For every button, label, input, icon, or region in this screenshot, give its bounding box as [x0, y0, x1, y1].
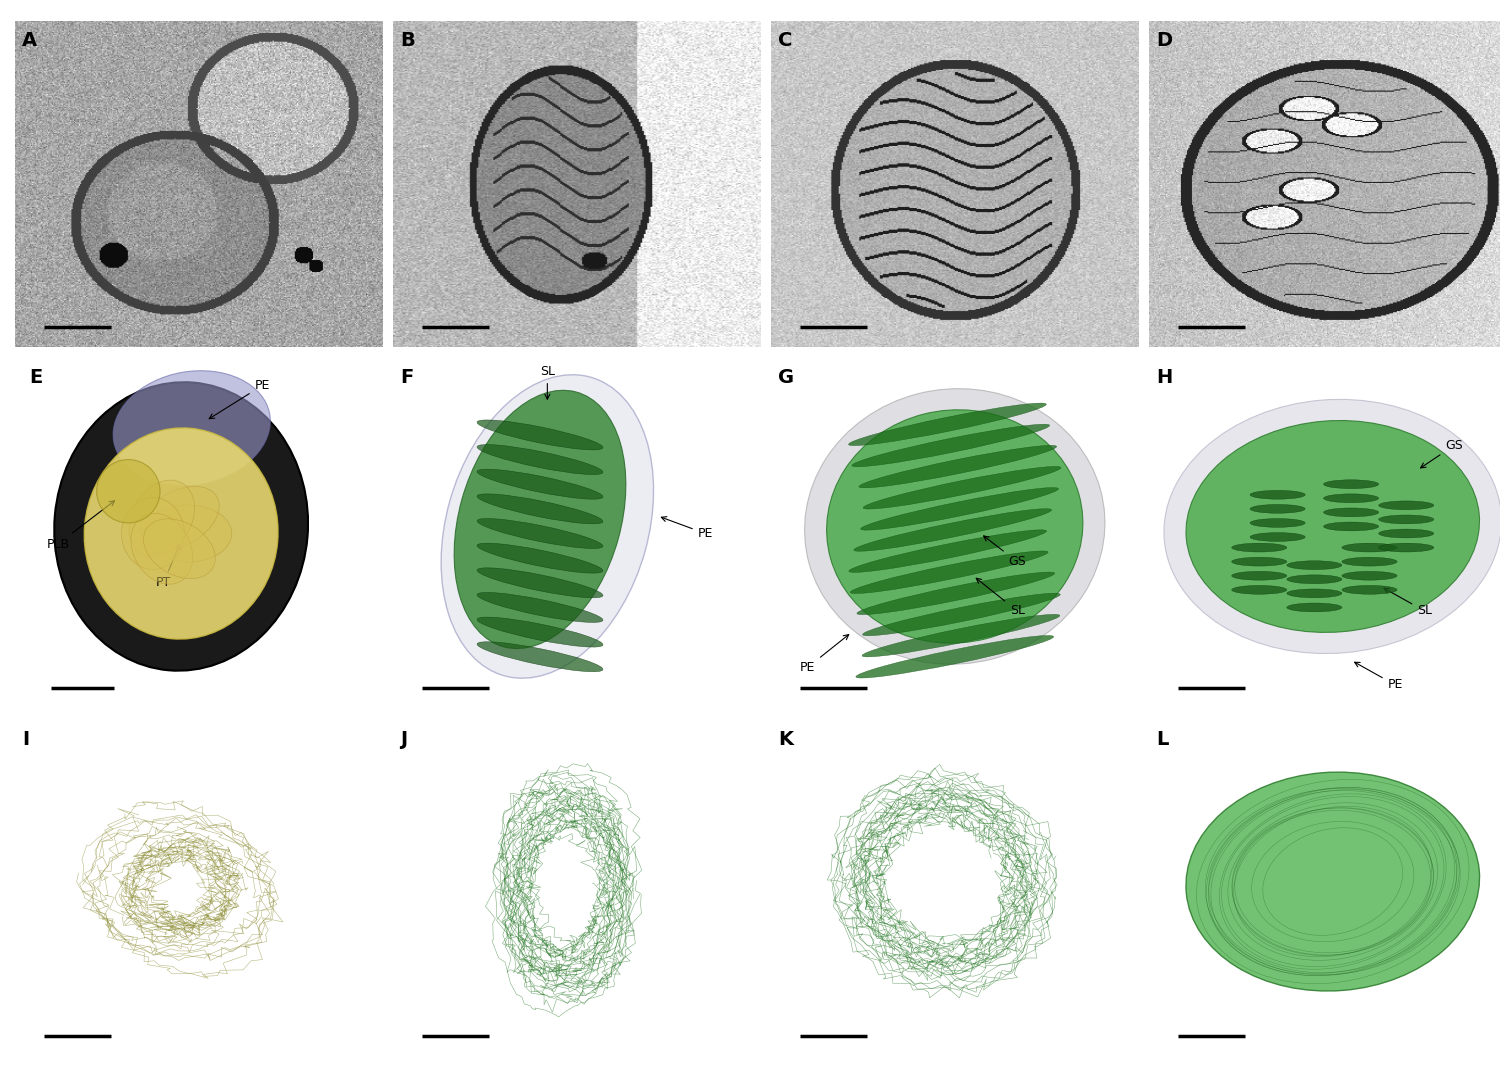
Ellipse shape: [1250, 491, 1305, 499]
Ellipse shape: [1186, 420, 1479, 633]
Ellipse shape: [849, 530, 1047, 572]
Ellipse shape: [853, 509, 1052, 552]
Text: PLB: PLB: [46, 500, 114, 551]
Ellipse shape: [862, 615, 1060, 657]
Ellipse shape: [96, 460, 160, 523]
Ellipse shape: [1287, 603, 1342, 611]
Ellipse shape: [112, 370, 270, 485]
Ellipse shape: [861, 488, 1059, 530]
Ellipse shape: [1232, 571, 1287, 580]
Ellipse shape: [477, 445, 603, 475]
Ellipse shape: [122, 497, 184, 570]
Ellipse shape: [862, 466, 1060, 509]
Ellipse shape: [1287, 561, 1342, 570]
Ellipse shape: [454, 391, 626, 649]
Ellipse shape: [441, 375, 654, 679]
Text: J: J: [400, 730, 408, 749]
Text: PE: PE: [662, 516, 712, 540]
Ellipse shape: [1232, 586, 1287, 594]
Ellipse shape: [477, 641, 603, 672]
Ellipse shape: [477, 519, 603, 548]
Text: GS: GS: [984, 536, 1026, 568]
Ellipse shape: [1232, 557, 1287, 567]
Ellipse shape: [804, 388, 1106, 665]
Ellipse shape: [1323, 522, 1378, 531]
Text: PE: PE: [1354, 663, 1402, 691]
Ellipse shape: [1323, 480, 1378, 489]
Ellipse shape: [827, 410, 1083, 643]
Text: PE: PE: [800, 635, 849, 673]
Text: D: D: [1156, 31, 1173, 50]
Ellipse shape: [850, 551, 1048, 593]
Ellipse shape: [477, 494, 603, 524]
Ellipse shape: [477, 469, 603, 499]
Ellipse shape: [477, 617, 603, 647]
Text: C: C: [778, 31, 792, 50]
Text: E: E: [30, 368, 44, 387]
Text: F: F: [400, 368, 414, 387]
Ellipse shape: [140, 487, 219, 551]
Ellipse shape: [856, 636, 1053, 678]
Ellipse shape: [84, 428, 278, 639]
Text: L: L: [1156, 730, 1168, 749]
Ellipse shape: [1287, 589, 1342, 598]
Text: PE: PE: [209, 379, 270, 418]
Text: SL: SL: [540, 365, 555, 399]
Ellipse shape: [144, 505, 232, 562]
Ellipse shape: [1287, 575, 1342, 584]
Ellipse shape: [862, 593, 1060, 636]
Ellipse shape: [1378, 543, 1434, 552]
Ellipse shape: [477, 420, 603, 450]
Ellipse shape: [1378, 500, 1434, 510]
Ellipse shape: [1342, 543, 1396, 552]
Ellipse shape: [1250, 519, 1305, 527]
Ellipse shape: [856, 572, 1054, 615]
Ellipse shape: [852, 425, 1050, 466]
Ellipse shape: [54, 382, 307, 671]
Ellipse shape: [859, 445, 1056, 488]
Ellipse shape: [477, 568, 603, 598]
Ellipse shape: [1164, 399, 1500, 653]
Ellipse shape: [1250, 505, 1305, 513]
Ellipse shape: [1378, 529, 1434, 538]
Text: G: G: [778, 368, 795, 387]
Text: PT: PT: [156, 544, 180, 589]
Text: A: A: [22, 31, 38, 50]
Text: B: B: [400, 31, 416, 50]
Ellipse shape: [1342, 586, 1396, 594]
Ellipse shape: [1342, 571, 1396, 580]
Text: GS: GS: [1420, 439, 1462, 468]
Ellipse shape: [1323, 508, 1378, 516]
Text: H: H: [1156, 368, 1173, 387]
Ellipse shape: [1323, 494, 1378, 503]
Ellipse shape: [1250, 532, 1305, 541]
Ellipse shape: [129, 480, 195, 556]
Text: K: K: [778, 730, 794, 749]
Ellipse shape: [1378, 515, 1434, 524]
Ellipse shape: [477, 592, 603, 622]
Ellipse shape: [130, 513, 192, 585]
Ellipse shape: [1232, 543, 1287, 552]
Ellipse shape: [144, 519, 216, 578]
Ellipse shape: [477, 543, 603, 573]
Ellipse shape: [849, 403, 1047, 446]
Text: SL: SL: [976, 578, 1024, 618]
Text: I: I: [22, 730, 30, 749]
Text: SL: SL: [1384, 588, 1432, 618]
Ellipse shape: [1342, 557, 1396, 567]
Ellipse shape: [1186, 773, 1479, 991]
